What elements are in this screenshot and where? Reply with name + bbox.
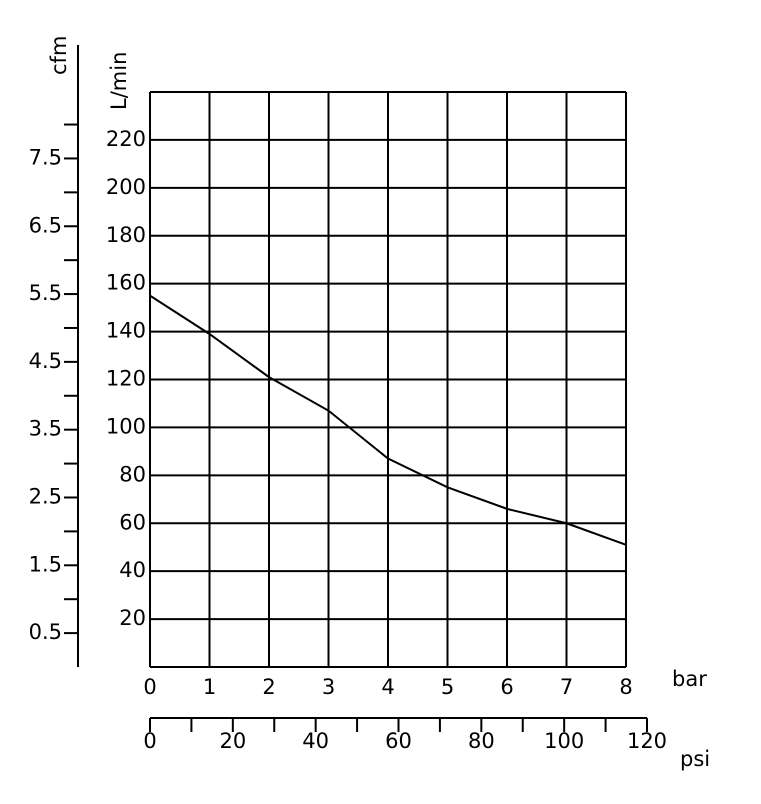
y2-tick-label: 3.5 xyxy=(29,417,62,441)
x2-tick-label: 120 xyxy=(627,729,667,753)
y2-tick-label: 5.5 xyxy=(29,281,62,305)
y-tick-label: 60 xyxy=(119,510,146,534)
y-tick-label: 140 xyxy=(106,319,146,343)
y-tick-label: 200 xyxy=(106,175,146,199)
x2-tick-label: 40 xyxy=(302,729,329,753)
y-tick-label: 120 xyxy=(106,367,146,391)
x-tick-label: 3 xyxy=(322,675,335,699)
y-tick-label: 40 xyxy=(119,558,146,582)
y2-tick-label: 4.5 xyxy=(29,349,62,373)
x2-tick-label: 100 xyxy=(544,729,584,753)
x2-tick-label: 20 xyxy=(219,729,246,753)
x-tick-label: 8 xyxy=(619,675,632,699)
y-tick-label: 20 xyxy=(119,606,146,630)
y-axis-label: L/min xyxy=(107,52,131,110)
x-tick-label: 4 xyxy=(381,675,394,699)
x-tick-label: 2 xyxy=(262,675,275,699)
y2-tick-label: 7.5 xyxy=(29,145,62,169)
y2-tick-label: 0.5 xyxy=(29,620,62,644)
y-tick-label: 80 xyxy=(119,462,146,486)
y2-axis-label: cfm xyxy=(47,36,71,75)
x2-axis-label: psi xyxy=(680,747,710,771)
x-tick-label: 6 xyxy=(500,675,513,699)
y2-tick-label: 2.5 xyxy=(29,484,62,508)
x2-tick-label: 0 xyxy=(143,729,156,753)
x-tick-label: 7 xyxy=(560,675,573,699)
data-line xyxy=(149,294,627,546)
x2-tick-label: 80 xyxy=(468,729,495,753)
y-tick-label: 100 xyxy=(106,414,146,438)
x-tick-label: 1 xyxy=(203,675,216,699)
y-tick-label: 160 xyxy=(106,271,146,295)
y-tick-label: 180 xyxy=(106,223,146,247)
x2-tick-label: 60 xyxy=(385,729,412,753)
y2-tick-label: 6.5 xyxy=(29,213,62,237)
y-tick-label: 220 xyxy=(106,127,146,151)
x-tick-label: 0 xyxy=(143,675,156,699)
y2-tick-label: 1.5 xyxy=(29,552,62,576)
x-tick-label: 5 xyxy=(441,675,454,699)
x-axis-label: bar xyxy=(672,667,707,691)
